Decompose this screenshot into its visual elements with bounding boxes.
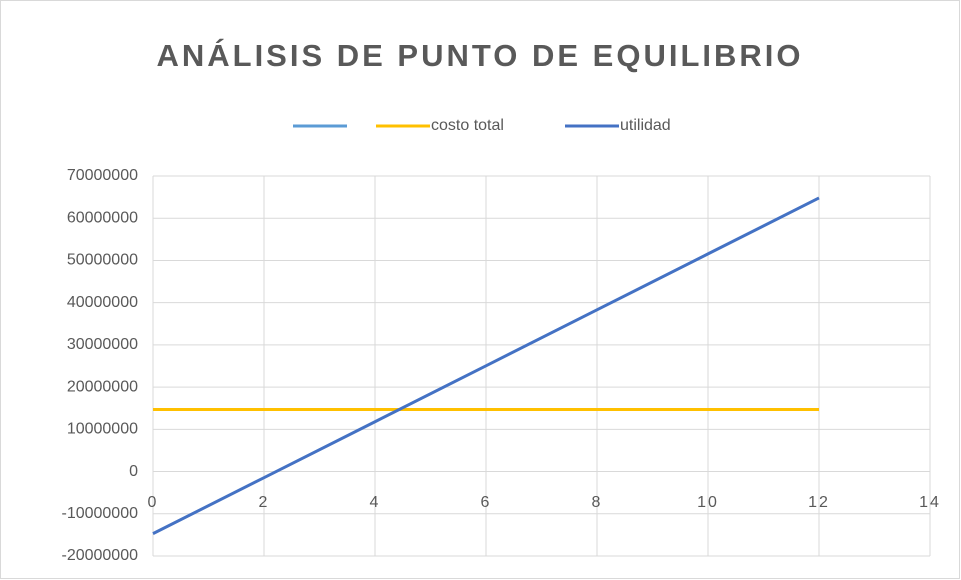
legend-label: costo total — [431, 117, 504, 134]
x-tick-label: 14 — [919, 494, 941, 511]
y-tick-label: 0 — [129, 463, 138, 480]
y-tick-label: 40000000 — [67, 294, 138, 311]
x-tick-label: 6 — [481, 494, 492, 511]
y-tick-label: 20000000 — [67, 378, 138, 395]
y-tick-label: 30000000 — [67, 336, 138, 353]
x-tick-label: 4 — [370, 494, 381, 511]
series-line — [152, 196, 820, 535]
y-tick-label: -10000000 — [61, 505, 138, 522]
y-tick-label: 70000000 — [67, 167, 138, 184]
x-tick-label: 2 — [259, 494, 270, 511]
y-tick-label: -20000000 — [61, 547, 138, 564]
x-tick-label: 10 — [697, 494, 719, 511]
y-tick-label: 50000000 — [67, 252, 138, 269]
x-tick-label: 8 — [592, 494, 603, 511]
y-tick-label: 10000000 — [67, 421, 138, 438]
x-tick-label: 12 — [808, 494, 830, 511]
chart-title: ANÁLISIS DE PUNTO DE EQUILIBRIO — [156, 38, 803, 73]
y-tick-label: 60000000 — [67, 209, 138, 226]
x-tick-label: 0 — [148, 494, 159, 511]
legend-label: utilidad — [620, 117, 671, 134]
